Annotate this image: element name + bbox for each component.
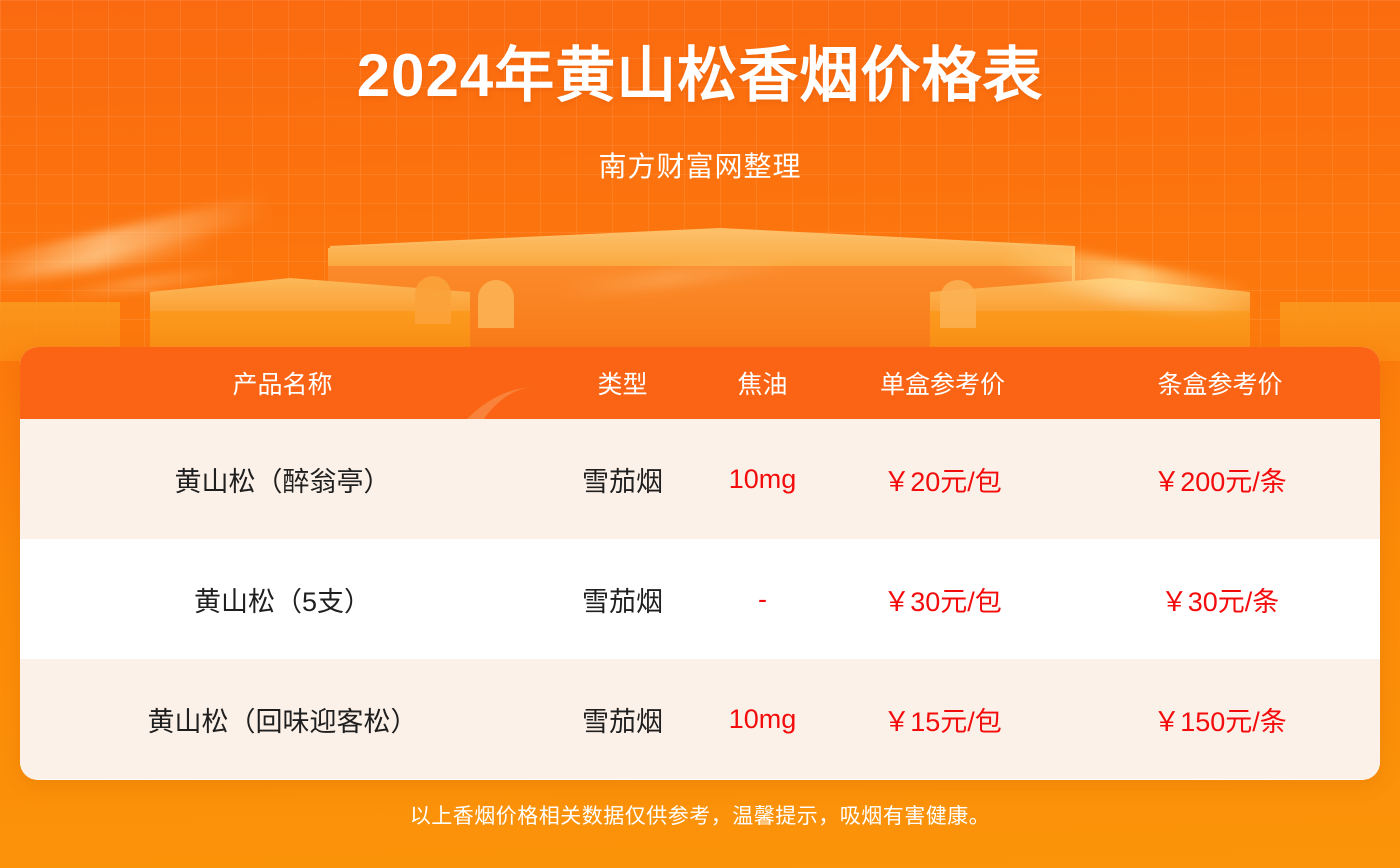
footer-disclaimer: 以上香烟价格相关数据仅供参考，温馨提示，吸烟有害健康。: [409, 805, 991, 828]
table-row: 黄山松（5支） 雪茄烟 - ￥30元/包 ￥30元/条: [20, 539, 1380, 659]
cell-type: 雪茄烟: [582, 466, 663, 497]
cell-product-name: 黄山松（醉翁亭）: [174, 466, 391, 497]
page-title: 2024年黄山松香烟价格表: [356, 42, 1044, 109]
cell-product-name: 黄山松（5支）: [193, 586, 372, 617]
cell-carton-price: ￥30元/条: [1160, 586, 1280, 617]
cell-carton-price: ￥150元/条: [1153, 706, 1287, 737]
table-row: 黄山松（醉翁亭） 雪茄烟 10mg ￥20元/包 ￥200元/条: [20, 419, 1380, 539]
cell-product-name: 黄山松（回味迎客松）: [147, 706, 418, 737]
podium-decoration: [0, 206, 1400, 361]
cell-box-price: ￥15元/包: [883, 706, 1002, 737]
column-header-tar: 焦油: [737, 371, 788, 399]
cell-tar: -: [758, 583, 767, 614]
price-table-card: 南方财富网 Southmoney.com 产品名称 类型 焦油 单盒参考价 条盒…: [20, 347, 1380, 780]
cell-box-price: ￥30元/包: [883, 586, 1002, 617]
cell-box-price: ￥20元/包: [883, 466, 1002, 497]
column-header-carton-price: 条盒参考价: [1157, 371, 1283, 399]
column-header-product-name: 产品名称: [232, 371, 333, 399]
page-subtitle: 南方财富网整理: [598, 150, 802, 182]
cell-tar: 10mg: [728, 463, 797, 494]
table-row: 黄山松（回味迎客松） 雪茄烟 10mg ￥15元/包 ￥150元/条: [20, 659, 1380, 779]
column-header-box-price: 单盒参考价: [879, 371, 1005, 399]
column-header-type: 类型: [597, 371, 648, 399]
cell-carton-price: ￥200元/条: [1153, 466, 1287, 497]
cell-type: 雪茄烟: [582, 586, 663, 617]
cell-tar: 10mg: [728, 703, 797, 734]
cell-type: 雪茄烟: [582, 706, 663, 737]
table-header-row: 产品名称 类型 焦油 单盒参考价 条盒参考价: [20, 347, 1380, 419]
hero-header: 2024年黄山松香烟价格表 南方财富网整理: [0, 0, 1400, 185]
